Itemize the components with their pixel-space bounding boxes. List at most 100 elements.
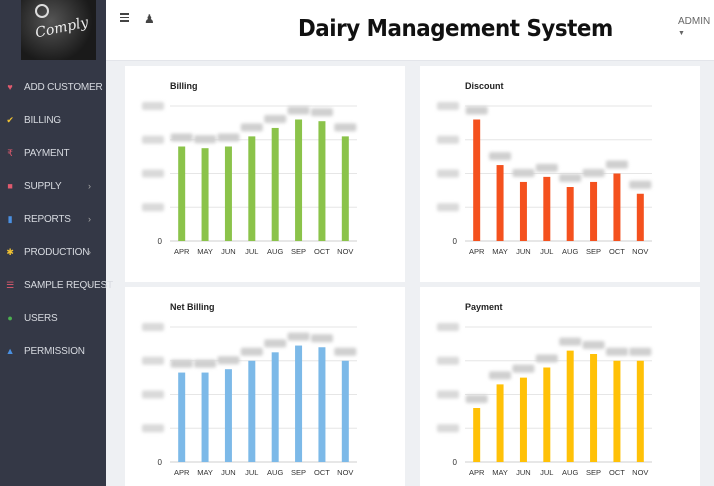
sidebar-item-payment[interactable]: ₹ PAYMENT (0, 143, 106, 163)
rupee-icon: ₹ (7, 147, 13, 158)
bar[interactable] (473, 408, 481, 462)
bar[interactable] (473, 119, 481, 242)
bar[interactable] (519, 377, 527, 462)
bar[interactable] (248, 136, 256, 241)
bar-chart: 0 APR MAY JUN JUL AUG SEP OCT NOV (437, 323, 652, 477)
redacted-tick-label (142, 390, 164, 399)
bar[interactable] (318, 347, 326, 462)
sidebar-item-permission[interactable]: ▲ PERMISSION (0, 341, 106, 361)
redacted-value-label (287, 106, 310, 115)
bar[interactable] (271, 127, 279, 241)
bar[interactable] (295, 345, 303, 462)
sidebar-item-label: REPORTS (24, 213, 71, 225)
sidebar-item-label: PERMISSION (24, 345, 85, 357)
user-plus-icon: ♥ (7, 82, 13, 92)
caret-down-icon: ▼ (678, 30, 685, 37)
bar[interactable] (543, 176, 551, 241)
sidebar-item-add-customer[interactable]: ♥ ADD CUSTOMER (0, 77, 106, 97)
redacted-value-label (264, 114, 287, 123)
x-tick-label: SEP (586, 247, 601, 256)
users-icon: ● (7, 313, 13, 323)
x-tick-label: JUN (516, 468, 531, 477)
menu-toggle-icon[interactable] (120, 13, 129, 22)
chart-title: Discount (465, 81, 504, 91)
bar[interactable] (341, 360, 349, 462)
bar[interactable] (566, 187, 574, 241)
chevron-right-icon: › (88, 214, 91, 224)
sidebar-item-billing[interactable]: ✔ BILLING (0, 110, 106, 130)
bar[interactable] (566, 350, 574, 462)
redacted-value-label (334, 123, 357, 132)
redacted-tick-label (142, 323, 164, 331)
redacted-tick-label (437, 356, 459, 365)
logo-swirl-icon (35, 4, 49, 18)
bar-chart: 0 APR MAY JUN JUL AUG SEP OCT NOV (142, 323, 357, 477)
admin-dropdown[interactable]: ADMIN ▼ (678, 16, 714, 38)
redacted-value-label (264, 339, 287, 348)
bar[interactable] (519, 181, 527, 241)
bar[interactable] (178, 372, 186, 462)
bar-chart: 0 APR MAY JUN JUL AUG SEP OCT NOV (437, 102, 652, 256)
redacted-tick-label (142, 424, 164, 433)
sidebar-item-label: BILLING (24, 114, 61, 126)
x-tick-label: MAY (197, 247, 213, 256)
sidebar-item-sample-request[interactable]: ☰ SAMPLE REQUEST › (0, 275, 113, 295)
chart-card-discount: Discount 0 APR MAY JUN JUL AUG SEP OCT NOV (420, 66, 700, 282)
redacted-value-label (489, 371, 512, 380)
x-tick-label: APR (469, 468, 485, 477)
bar[interactable] (341, 136, 349, 241)
page-title: Dairy Management System (298, 16, 613, 42)
x-tick-label: JUN (516, 247, 531, 256)
redacted-tick-label (142, 135, 164, 144)
x-tick-label: OCT (314, 468, 330, 477)
x-tick-label: APR (174, 247, 190, 256)
bar[interactable] (295, 119, 303, 242)
x-tick-label: APR (174, 468, 190, 477)
chevron-right-icon: › (88, 247, 91, 257)
redacted-tick-label (437, 323, 459, 331)
redacted-value-label (170, 359, 193, 368)
x-tick-label: NOV (337, 468, 353, 477)
redacted-value-label (217, 133, 240, 142)
bar[interactable] (201, 148, 209, 241)
sidebar-item-production[interactable]: ✱ PRODUCTION › (0, 242, 106, 262)
redacted-value-label (287, 332, 310, 341)
chevron-right-icon: › (88, 181, 91, 191)
company-logo[interactable]: Comply (21, 0, 96, 60)
bar[interactable] (178, 146, 186, 242)
sidebar-item-supply[interactable]: ■ SUPPLY › (0, 176, 106, 196)
bar[interactable] (590, 354, 598, 462)
redacted-value-label (582, 341, 605, 349)
bar[interactable] (636, 360, 644, 462)
bar[interactable] (271, 352, 279, 462)
redacted-value-label (334, 347, 357, 356)
redacted-tick-label (437, 390, 459, 399)
x-tick-label: OCT (314, 247, 330, 256)
chart-card-payment: Payment 0 APR MAY JUN JUL AUG SEP OCT NOV (420, 287, 700, 486)
x-tick-label: AUG (562, 247, 578, 256)
redacted-value-label (605, 347, 628, 356)
bar[interactable] (613, 173, 621, 242)
logo-text: Comply (33, 14, 90, 42)
bar[interactable] (590, 181, 598, 241)
sidebar-item-reports[interactable]: ▮ REPORTS › (0, 209, 106, 229)
redacted-value-label (559, 174, 582, 182)
bar[interactable] (224, 369, 232, 462)
bar[interactable] (613, 360, 621, 462)
bar[interactable] (318, 121, 326, 241)
bar[interactable] (496, 384, 504, 462)
bar[interactable] (201, 372, 209, 462)
sidebar-item-label: ADD CUSTOMER (24, 81, 103, 93)
sidebar-item-users[interactable]: ● USERS (0, 308, 106, 328)
x-tick-label: AUG (267, 468, 283, 477)
x-tick-label: OCT (609, 247, 625, 256)
redacted-value-label (512, 168, 535, 177)
bar[interactable] (543, 367, 551, 463)
bar[interactable] (496, 165, 504, 241)
bar[interactable] (636, 193, 644, 241)
redacted-value-label (194, 359, 217, 368)
user-icon[interactable]: ♟ (144, 12, 155, 26)
bar[interactable] (224, 146, 232, 242)
chart-title: Net Billing (170, 302, 215, 312)
bar[interactable] (248, 360, 256, 462)
